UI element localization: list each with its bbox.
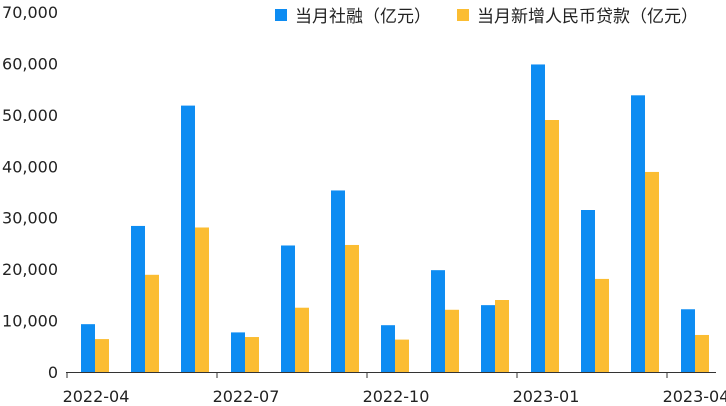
bar-series-2-2022-11 [445,309,459,372]
bars-group [81,64,709,373]
legend-label-series-1: 当月社融（亿元） [295,7,431,27]
bar-series-2-2022-09 [345,244,359,372]
y-axis: 0 10,000 20,000 30,000 40,000 50,000 60,000 70,… [2,3,58,382]
y-tick-label: 40,000 [2,157,58,176]
x-tick-label: 2022-07 [213,387,280,406]
bar-series-1-2023-03 [631,95,645,373]
legend-item-series-2: 当月新增人民币贷款（亿元） [457,2,698,27]
legend-item-series-1: 当月社融（亿元） [275,2,431,27]
y-tick-label: 50,000 [2,106,58,125]
legend-label-series-2: 当月新增人民币贷款（亿元） [477,7,698,27]
bar-series-2-2023-04 [695,334,709,372]
bar-series-2-2023-02 [595,278,609,372]
bar-series-1-2022-12 [481,305,495,372]
bar-series-1-2022-10 [381,325,395,372]
bar-series-2-2022-07 [245,337,259,372]
bar-series-1-2022-09 [331,190,345,372]
bar-series-1-2022-05 [131,225,145,372]
bar-series-2-2022-12 [495,300,509,372]
bar-series-1-2022-06 [181,105,195,372]
y-tick-label: 20,000 [2,260,58,279]
bar-series-1-2022-07 [231,332,245,372]
bar-series-2-2022-04 [95,339,109,372]
bar-series-2-2022-08 [295,307,309,372]
legend-swatch-series-1 [275,8,287,21]
bar-series-2-2022-10 [395,339,409,372]
legend-swatch-series-2 [457,8,469,21]
bar-series-2-2023-01 [545,120,559,372]
x-tick-label: 2023-01 [513,387,580,406]
y-tick-label: 0 [48,363,58,382]
y-tick-label: 30,000 [2,209,58,228]
bar-series-2-2022-05 [145,274,159,372]
bar-series-2-2022-06 [195,227,209,372]
bar-series-2-2023-03 [645,171,659,372]
bar-series-1-2022-11 [431,270,445,372]
bar-series-1-2023-04 [681,309,695,372]
bar-series-1-2023-02 [581,210,595,372]
bar-series-1-2022-04 [81,324,95,372]
x-tick-label: 2022-10 [363,387,430,406]
y-tick-label: 60,000 [2,54,58,73]
x-axis: 2022-04 2022-07 2022-10 2023-01 2023-04 [63,372,726,406]
x-tick-label: 2022-04 [63,387,130,406]
y-tick-label: 70,000 [2,3,58,22]
legend: 当月社融（亿元） 当月新增人民币贷款（亿元） [275,2,724,27]
y-tick-label: 10,000 [2,312,58,331]
bar-series-1-2022-08 [281,245,295,372]
bar-series-1-2023-01 [531,64,545,372]
x-tick-label: 2023-04 [663,387,726,406]
